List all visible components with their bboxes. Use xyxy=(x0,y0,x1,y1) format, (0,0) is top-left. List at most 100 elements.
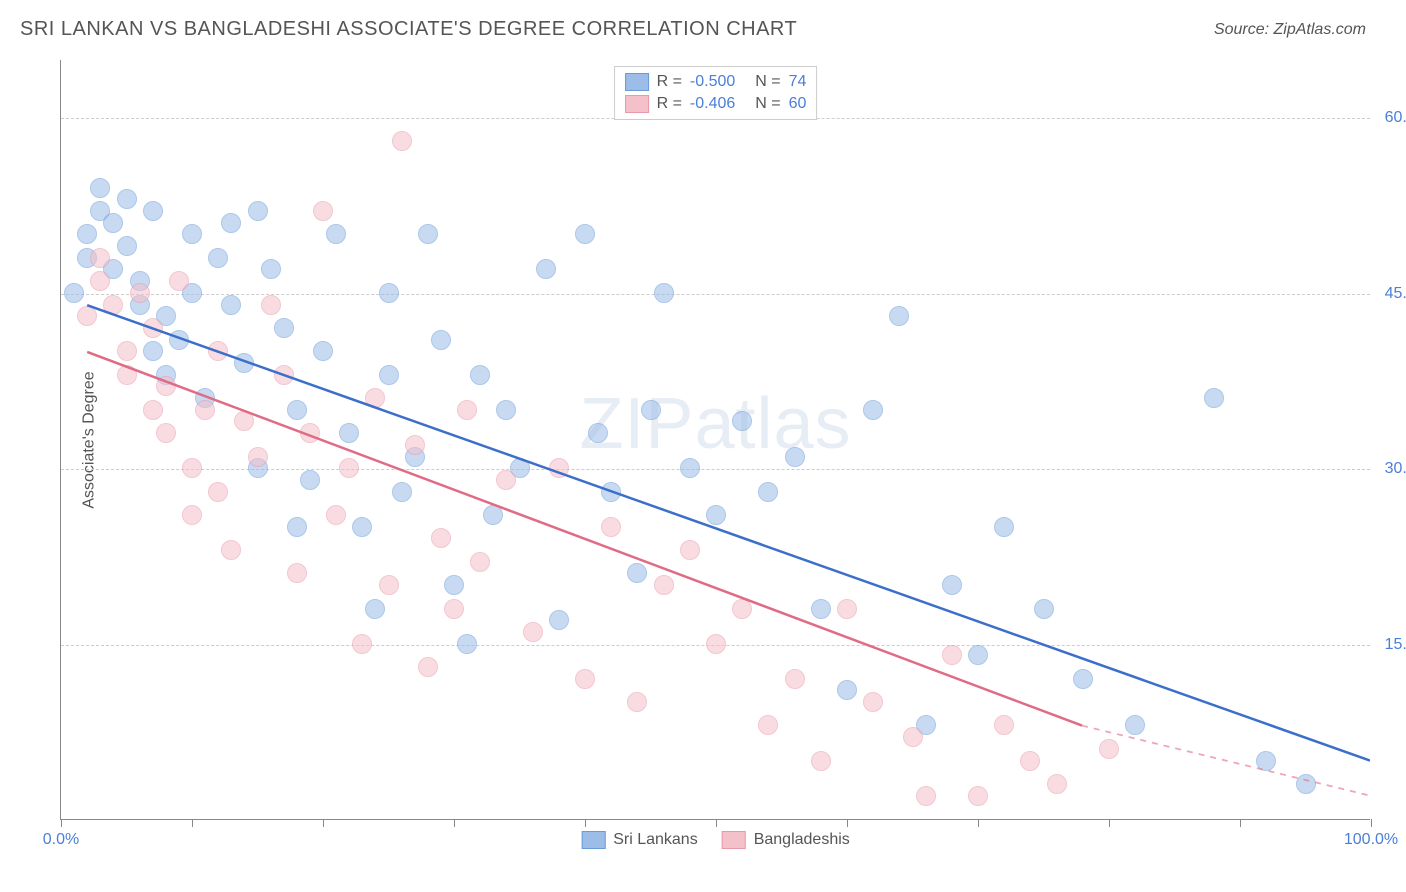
data-point xyxy=(103,213,123,233)
legend-n-label: N = xyxy=(755,73,780,91)
x-tick-label: 0.0% xyxy=(43,831,79,849)
data-point xyxy=(261,295,281,315)
data-point xyxy=(117,341,137,361)
legend-swatch xyxy=(625,73,649,91)
data-point xyxy=(641,400,661,420)
data-point xyxy=(418,224,438,244)
data-point xyxy=(470,365,490,385)
data-point xyxy=(143,318,163,338)
legend-stat-row: R =-0.406N =60 xyxy=(625,93,807,115)
data-point xyxy=(994,517,1014,537)
data-point xyxy=(523,622,543,642)
data-point xyxy=(234,411,254,431)
data-point xyxy=(549,610,569,630)
data-point xyxy=(339,423,359,443)
data-point xyxy=(758,482,778,502)
data-point xyxy=(496,400,516,420)
y-tick-label: 60.0% xyxy=(1385,109,1406,127)
gridline xyxy=(61,294,1370,295)
x-tick xyxy=(585,819,586,827)
legend-r-label: R = xyxy=(657,73,682,91)
data-point xyxy=(195,400,215,420)
y-tick-label: 45.0% xyxy=(1385,285,1406,303)
data-point xyxy=(405,435,425,455)
data-point xyxy=(627,692,647,712)
data-point xyxy=(143,341,163,361)
data-point xyxy=(300,423,320,443)
data-point xyxy=(431,528,451,548)
data-point xyxy=(248,447,268,467)
data-point xyxy=(811,751,831,771)
data-point xyxy=(77,306,97,326)
data-point xyxy=(379,365,399,385)
data-point xyxy=(300,470,320,490)
x-tick xyxy=(847,819,848,827)
data-point xyxy=(64,283,84,303)
x-tick xyxy=(1371,819,1372,827)
data-point xyxy=(863,400,883,420)
data-point xyxy=(1073,669,1093,689)
legend-r-value: -0.500 xyxy=(690,73,735,91)
legend-stat-row: R = -0.500 N = 74 xyxy=(625,71,807,93)
data-point xyxy=(313,201,333,221)
data-point xyxy=(221,540,241,560)
data-point xyxy=(365,388,385,408)
legend-n-value: 74 xyxy=(789,73,807,91)
data-point xyxy=(103,295,123,315)
data-point xyxy=(326,224,346,244)
legend-n-value: 60 xyxy=(789,95,807,113)
data-point xyxy=(169,271,189,291)
legend-swatch xyxy=(625,95,649,113)
data-point xyxy=(680,540,700,560)
legend-stats: R = -0.500 N = 74 R =-0.406N =60 xyxy=(614,66,818,120)
data-point xyxy=(706,505,726,525)
data-point xyxy=(1020,751,1040,771)
data-point xyxy=(588,423,608,443)
data-point xyxy=(601,482,621,502)
data-point xyxy=(352,517,372,537)
data-point xyxy=(811,599,831,619)
x-tick xyxy=(61,819,62,827)
data-point xyxy=(680,458,700,478)
data-point xyxy=(143,201,163,221)
data-point xyxy=(785,447,805,467)
legend-series: Sri LankansBangladeshis xyxy=(581,831,850,849)
data-point xyxy=(903,727,923,747)
legend-series-item: Sri Lankans xyxy=(581,831,698,849)
x-tick xyxy=(454,819,455,827)
data-point xyxy=(77,224,97,244)
chart-source: Source: ZipAtlas.com xyxy=(1214,21,1366,39)
data-point xyxy=(287,517,307,537)
data-point xyxy=(117,365,137,385)
x-tick xyxy=(1109,819,1110,827)
data-point xyxy=(444,599,464,619)
data-point xyxy=(758,715,778,735)
data-point xyxy=(169,330,189,350)
data-point xyxy=(90,271,110,291)
y-tick-label: 15.0% xyxy=(1385,636,1406,654)
data-point xyxy=(942,575,962,595)
data-point xyxy=(549,458,569,478)
data-point xyxy=(117,236,137,256)
data-point xyxy=(1034,599,1054,619)
data-point xyxy=(889,306,909,326)
data-point xyxy=(1047,774,1067,794)
data-point xyxy=(352,634,372,654)
data-point xyxy=(1204,388,1224,408)
data-point xyxy=(208,341,228,361)
data-point xyxy=(313,341,333,361)
data-point xyxy=(706,634,726,654)
data-point xyxy=(785,669,805,689)
plot-area: Associate's Degree ZIPatlas 15.0%30.0%45… xyxy=(60,60,1370,820)
data-point xyxy=(994,715,1014,735)
x-tick xyxy=(323,819,324,827)
legend-swatch xyxy=(722,831,746,849)
data-point xyxy=(968,645,988,665)
data-point xyxy=(837,680,857,700)
x-tick xyxy=(978,819,979,827)
data-point xyxy=(274,318,294,338)
x-tick xyxy=(192,819,193,827)
data-point xyxy=(496,470,516,490)
data-point xyxy=(627,563,647,583)
data-point xyxy=(601,517,621,537)
